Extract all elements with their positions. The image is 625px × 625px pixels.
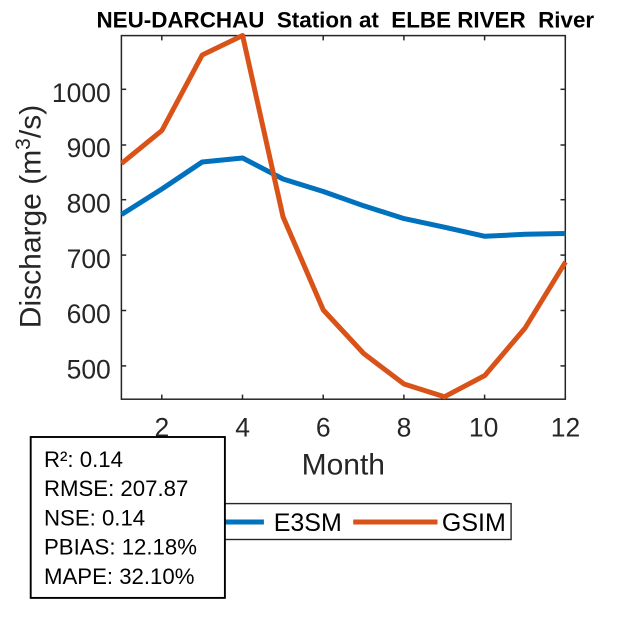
svg-text:10: 10 xyxy=(469,412,498,442)
svg-text:6: 6 xyxy=(316,412,331,442)
svg-text:Discharge (m3/s): Discharge (m3/s) xyxy=(12,105,48,328)
svg-text:MAPE: 32.10%: MAPE: 32.10% xyxy=(44,564,194,589)
svg-text:R²: 0.14: R²: 0.14 xyxy=(44,447,123,472)
svg-text:12: 12 xyxy=(551,412,580,442)
svg-text:500: 500 xyxy=(67,355,111,385)
svg-text:2: 2 xyxy=(155,412,170,442)
svg-text:700: 700 xyxy=(67,244,111,274)
svg-text:NSE: 0.14: NSE: 0.14 xyxy=(44,505,145,530)
svg-text:600: 600 xyxy=(67,299,111,329)
svg-text:Month: Month xyxy=(302,449,385,482)
svg-text:1000: 1000 xyxy=(52,78,111,108)
svg-text:PBIAS: 12.18%: PBIAS: 12.18% xyxy=(44,535,197,560)
svg-text:8: 8 xyxy=(397,412,412,442)
svg-text:NEU-DARCHAU Station at ELBE: NEU-DARCHAU Station at ELBE RIVER River xyxy=(96,7,594,32)
svg-text:RMSE: 207.87: RMSE: 207.87 xyxy=(44,476,188,501)
svg-text:900: 900 xyxy=(67,133,111,163)
svg-text:4: 4 xyxy=(235,412,250,442)
svg-text:E3SM: E3SM xyxy=(274,509,342,537)
svg-text:GSIM: GSIM xyxy=(442,509,506,537)
svg-text:800: 800 xyxy=(67,188,111,218)
